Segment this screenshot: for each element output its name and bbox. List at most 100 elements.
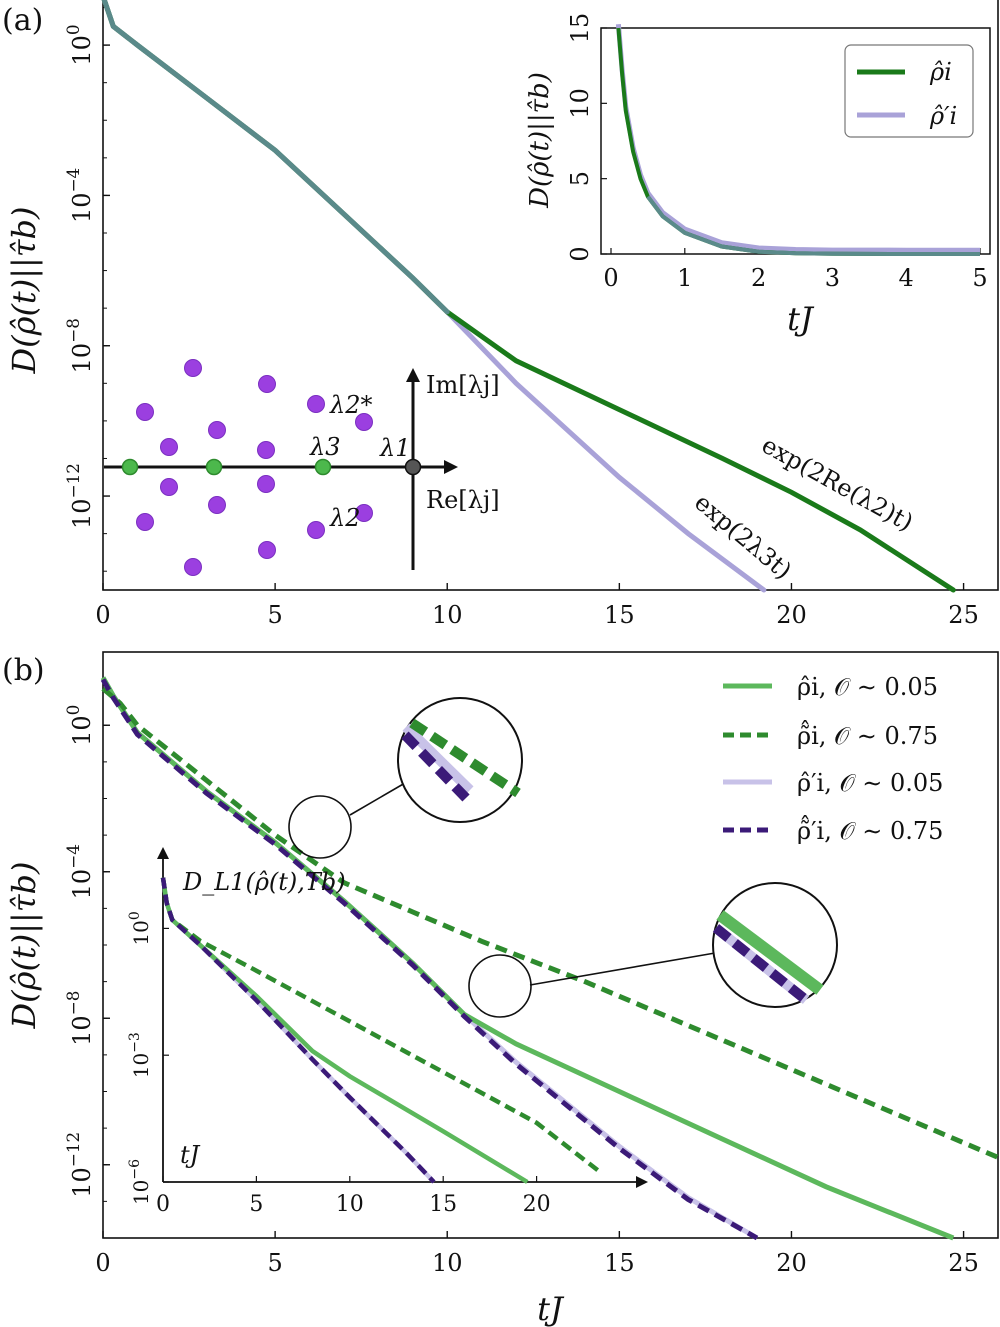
eigenvalue-dot <box>258 375 276 393</box>
inset-x-tick-label: 1 <box>677 264 692 292</box>
eigenvalue-dot <box>307 395 325 413</box>
inset-x-tick-label: 20 <box>523 1192 551 1217</box>
inset-x-tick-label: 0 <box>603 264 618 292</box>
inset-x-axis-label: tJ <box>787 300 815 338</box>
y-tick-label: 100 <box>63 705 96 746</box>
y-tick-label-text: 10−4 <box>63 168 96 223</box>
inset-series-overlap <box>646 195 980 256</box>
inset-y-axis-label: D(ρ̂(t)||τ̂b) <box>525 72 555 209</box>
eigenvalue-dot <box>258 541 276 559</box>
legend-label-2: ρ̂′i, 𝒪 ∼ 0.05 <box>797 769 943 797</box>
panel-b: (b) 0 5 10 15 20 25 100 10−4 10−8 10−12 tJ D(ρ̂(t)||… <box>2 651 999 1327</box>
y-tick-label-text: 10−12 <box>63 463 96 529</box>
inset-y-tick-label-text: 10−3 <box>127 1032 153 1078</box>
imag-axis-label: Im[λj] <box>426 371 500 399</box>
x-tick-label: 20 <box>776 1249 807 1277</box>
y-tick-label-text: 10−12 <box>63 1132 96 1198</box>
eigenvalue-dot <box>355 413 373 431</box>
y-tick-label: 10−12 <box>63 463 96 529</box>
x-tick-label: 20 <box>776 601 807 629</box>
inset-y-tick-label: 0 <box>566 246 594 261</box>
inset-y-tick-label: 10−6 <box>127 1159 153 1205</box>
x-tick-label: 15 <box>604 1249 635 1277</box>
inset-x-tick-label: 2 <box>751 264 766 292</box>
inset-series-1 <box>160 877 604 1176</box>
x-tick-label: 25 <box>948 1249 979 1277</box>
x-tick-label: 10 <box>432 601 463 629</box>
zoom1-line-dark <box>401 731 470 802</box>
y-tick-label-text: 10−8 <box>63 318 96 373</box>
y-tick-label-text: 10−8 <box>63 991 96 1046</box>
zoom-source-circle-1 <box>288 795 352 859</box>
inset-x-arrow <box>636 1176 648 1188</box>
x-tick-label: 0 <box>95 601 110 629</box>
annotation-lambda3: exp(2λ3t) <box>689 488 797 585</box>
legend-label-rho-prime: ρ̂′i <box>929 102 957 130</box>
eigenvalue-spectrum-inset: Im[λj] Re[λj] λ1 λ2 λ2* λ3 <box>104 359 500 576</box>
inset-series-0 <box>160 877 529 1184</box>
eigenvalue-real-dot <box>121 458 139 476</box>
inset-y-axis-label: D_L1(ρ̂(t),Tb) <box>182 868 346 896</box>
inset-series-3 <box>160 877 436 1184</box>
eigenvalue-dot <box>257 441 275 459</box>
zoom1-line-green <box>409 718 521 798</box>
x-tick-label: 15 <box>604 601 635 629</box>
panel-a-decay-inset: 0 1 2 3 4 5 0 5 10 15 tJ D(ρ̂(t)||τ̂b) ρ̂i ρ̂′i <box>520 0 996 338</box>
eigenvalue-dot <box>160 438 178 456</box>
zoom-connector-1 <box>349 782 406 816</box>
eigenvalue-dot <box>184 558 202 576</box>
inset-y-tick-label-text: 10−6 <box>127 1159 153 1205</box>
inset-y-tick-label: 10−3 <box>127 1032 153 1078</box>
eigenvalue-dot <box>136 403 154 421</box>
legend-label-1: ρ̃̂i, 𝒪 ∼ 0.75 <box>797 720 938 750</box>
eigen-label-lambda2: λ2 <box>329 504 360 532</box>
series-line-3 <box>100 678 759 1241</box>
legend-label-rho: ρ̂i <box>929 58 952 86</box>
x-tick-label: 0 <box>95 1249 110 1277</box>
eigenvalue-real-dot <box>205 458 223 476</box>
y-tick-label: 10−8 <box>63 318 96 373</box>
x-tick-label: 5 <box>267 1249 282 1277</box>
inset-x-tick-label: 4 <box>899 264 914 292</box>
eigen-label-lambda3: λ3 <box>309 433 340 461</box>
y-tick-label: 100 <box>63 24 96 65</box>
inset-series-2 <box>160 877 436 1184</box>
panel-b-l1-inset: 0 5 10 15 20 100 10−3 10−6 D_L1(ρ̂(t),Tb) tJ <box>127 847 648 1217</box>
eigenvalue-dot <box>160 478 178 496</box>
eigenvalue-lambda1-dot <box>404 458 422 476</box>
y-tick-label: 10−12 <box>63 1132 96 1198</box>
panel-label: (b) <box>2 653 45 688</box>
eigen-label-lambda1: λ1 <box>379 434 410 462</box>
inset-y-tick-label: 100 <box>127 911 153 945</box>
x-tick-label: 25 <box>948 601 979 629</box>
annotation-re-lambda2: exp(2Re(λ2)t) <box>757 431 918 537</box>
zoom1-line-light <box>402 723 474 794</box>
series-overlap-line <box>101 0 450 315</box>
y-tick-label: 10−4 <box>63 168 96 223</box>
eigenvalue-real-dot <box>314 458 332 476</box>
eigen-label-lambda2-star: λ2* <box>329 391 372 419</box>
inset-y-tick-label: 10 <box>566 88 594 119</box>
zoom2-line-dark <box>712 924 810 1004</box>
y-axis-label: D(ρ̂(t)||τ̂b) <box>5 861 43 1029</box>
inset-x-tick-label: 10 <box>336 1192 364 1217</box>
zoom-magnifiers <box>288 697 838 1018</box>
eigenvalue-dot <box>208 496 226 514</box>
y-tick-label-text: 100 <box>63 705 96 746</box>
x-tick-label: 5 <box>267 601 282 629</box>
inset-x-axis-label: tJ <box>180 1141 201 1169</box>
zoom-source-circle-2 <box>468 954 532 1018</box>
real-axis-arrow <box>444 460 458 474</box>
y-tick-label-text: 100 <box>63 24 96 65</box>
eigenvalue-dot <box>208 421 226 439</box>
inset-x-tick-label: 5 <box>972 264 987 292</box>
series-line-1 <box>101 686 999 1160</box>
panel-label: (a) <box>2 3 43 38</box>
y-tick-label: 10−4 <box>63 844 96 899</box>
y-tick-label: 10−8 <box>63 991 96 1046</box>
imag-axis-arrow <box>406 368 420 382</box>
real-axis-label: Re[λj] <box>426 486 500 514</box>
legend-label-3: ρ̃̂′i, 𝒪 ∼ 0.75 <box>797 815 943 845</box>
y-axis-label: D(ρ̂(t)||τ̂b) <box>5 206 43 374</box>
